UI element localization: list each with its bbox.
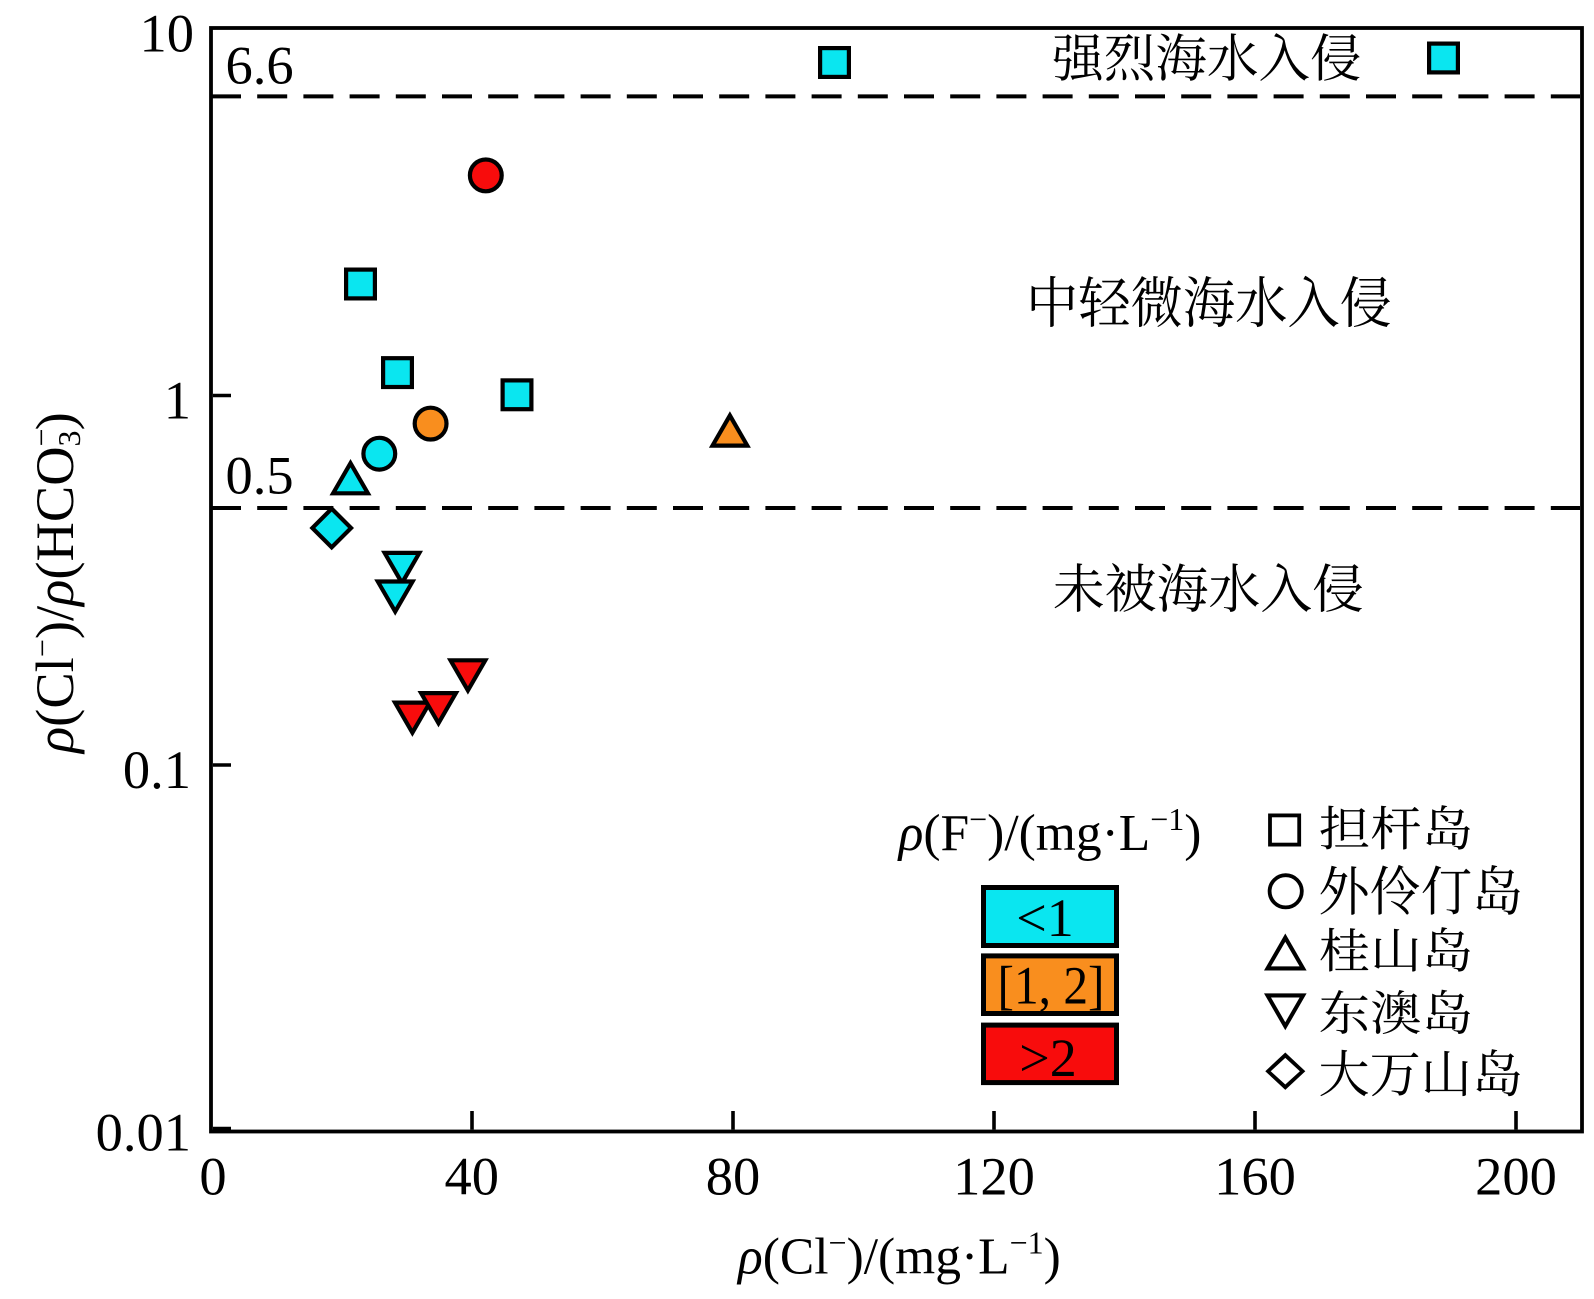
svg-text:80: 80	[706, 1145, 761, 1206]
svg-text:10: 10	[140, 3, 195, 64]
svg-text:120: 120	[953, 1145, 1035, 1206]
svg-text:6.6: 6.6	[226, 35, 294, 96]
svg-text:160: 160	[1214, 1145, 1296, 1206]
svg-text:<1: <1	[1016, 888, 1073, 948]
svg-text:[1, 2]: [1, 2]	[998, 956, 1105, 1016]
svg-text:200: 200	[1475, 1145, 1557, 1206]
svg-text:ρ(Cl−)/ρ(HCO3−): ρ(Cl−)/ρ(HCO3−)	[23, 412, 87, 755]
svg-text:0.5: 0.5	[226, 445, 294, 506]
svg-text:1: 1	[164, 369, 191, 430]
svg-text:0.01: 0.01	[96, 1101, 191, 1162]
svg-text:40: 40	[445, 1145, 500, 1206]
svg-text:ρ(F−)/(mg·L−1): ρ(F−)/(mg·L−1)	[897, 801, 1202, 862]
svg-text:>2: >2	[1019, 1028, 1076, 1088]
svg-text:0: 0	[199, 1145, 226, 1206]
svg-text:ρ(Cl−)/(mg·L−1): ρ(Cl−)/(mg·L−1)	[736, 1225, 1061, 1286]
svg-text:0.1: 0.1	[123, 739, 191, 800]
